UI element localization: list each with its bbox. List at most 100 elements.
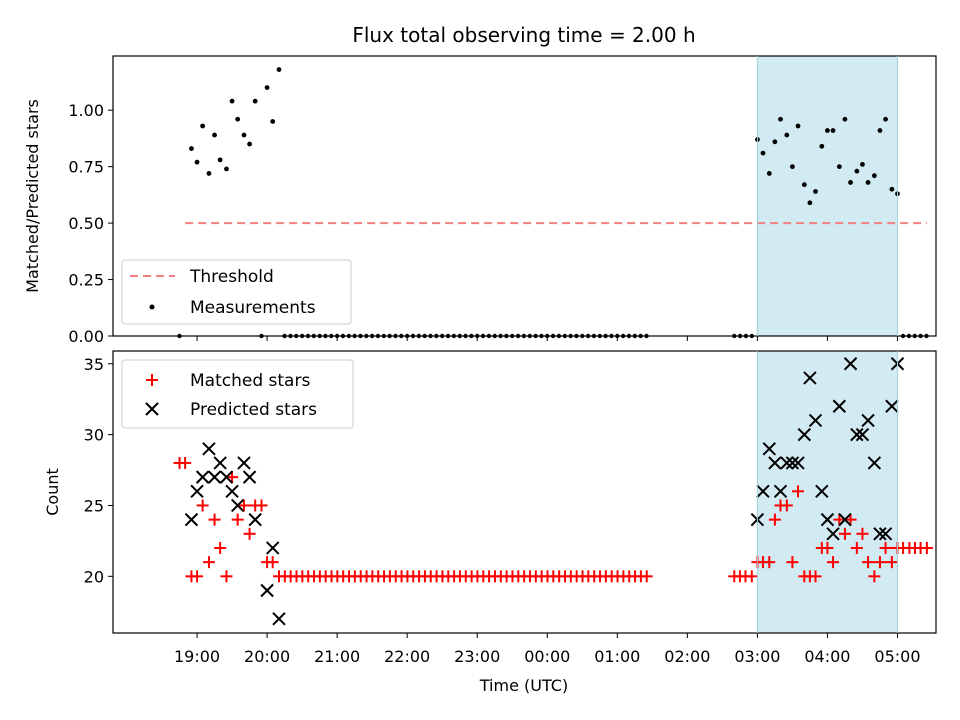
matched-point — [786, 556, 799, 569]
matched-point — [862, 556, 875, 569]
matched-point — [179, 456, 192, 469]
predicted-point — [843, 357, 858, 371]
x-tick-label: 22:00 — [384, 647, 430, 666]
measurement-point — [801, 182, 807, 188]
x-tick-label: 21:00 — [314, 647, 360, 666]
top-panel: 0.00 0.25 0.50 0.75 1.00 Flux total observin… — [23, 23, 937, 346]
predicted-point — [272, 612, 286, 626]
measurement-point — [766, 171, 772, 176]
predicted-point — [265, 541, 280, 555]
top-legend-box — [121, 259, 352, 325]
measurement-point — [200, 123, 206, 129]
predicted-point — [202, 442, 216, 456]
bottom-axes-frame — [112, 350, 937, 634]
predicted-point — [861, 413, 875, 428]
predicted-point — [242, 470, 257, 484]
predicted-point — [808, 413, 823, 428]
measurement-point — [778, 116, 783, 122]
bottom-marks — [173, 357, 933, 626]
x-tick-label: 03:00 — [734, 647, 780, 666]
predicted-point — [803, 371, 817, 385]
predicted-point — [225, 484, 239, 498]
predicted-point — [248, 512, 262, 527]
bottom-y-tick-label: 25 — [84, 496, 104, 515]
measurement-point — [784, 132, 790, 138]
matched-point — [827, 556, 840, 569]
top-legend: Threshold Measurements — [121, 259, 352, 325]
x-tick-label: 20:00 — [244, 647, 290, 666]
matched-point — [220, 570, 233, 583]
measurement-point — [860, 161, 865, 167]
measurement-point — [229, 98, 235, 104]
measurement-point — [854, 168, 860, 174]
matched-point — [809, 570, 822, 583]
matched-point — [821, 541, 834, 554]
measurement-point — [871, 173, 877, 179]
top-y-axis-label: Matched/Predicted stars — [23, 99, 42, 293]
measurement-point — [194, 159, 200, 165]
predicted-point — [756, 484, 770, 498]
predicted-point — [785, 456, 800, 470]
measurement-point — [795, 123, 801, 129]
matched-point — [885, 556, 898, 569]
matched-point — [838, 527, 851, 540]
top-x-ticks — [196, 336, 898, 341]
matched-point — [191, 570, 204, 583]
predicted-point — [832, 399, 847, 413]
predicted-point — [815, 484, 829, 498]
predicted-point — [850, 427, 864, 442]
matched-point — [214, 541, 227, 554]
x-tick-label: 19:00 — [174, 647, 220, 666]
matched-point — [833, 513, 846, 526]
measurement-point — [252, 98, 258, 104]
legend-predicted-swatch — [145, 402, 159, 416]
x-tick-label: 05:00 — [874, 647, 920, 666]
top-y-tick-label: 0.50 — [68, 214, 104, 233]
matched-point — [266, 556, 279, 569]
bottom-y-tick-label: 35 — [84, 355, 104, 374]
bottom-y-axis-label: Count — [43, 468, 62, 516]
measurement-point — [235, 116, 241, 122]
legend-matched-label: Matched stars — [190, 371, 310, 391]
predicted-point — [213, 456, 227, 470]
predicted-point — [237, 456, 251, 470]
legend-matched-swatch — [146, 374, 158, 386]
measurement-point — [241, 132, 247, 138]
matched-point — [640, 570, 653, 583]
chart-title: Flux total observing time = 2.00 h — [352, 23, 695, 47]
predicted-point — [260, 583, 274, 598]
predicted-point — [797, 427, 812, 442]
predicted-point — [768, 456, 782, 470]
x-tick-label: 01:00 — [594, 647, 640, 666]
predicted-point — [855, 427, 870, 442]
measurement-point — [830, 128, 836, 133]
measurement-point — [270, 119, 276, 124]
matched-point — [745, 570, 758, 583]
matched-point — [856, 527, 869, 540]
predicted-point — [791, 456, 805, 470]
predicted-point — [773, 484, 788, 498]
matched-point — [868, 570, 881, 583]
top-axes-frame — [112, 55, 937, 337]
measurement-point — [883, 116, 888, 122]
top-observation-window-shade — [757, 56, 898, 336]
x-tick-label: 02:00 — [664, 647, 710, 666]
predicted-point — [195, 470, 210, 484]
matched-point — [763, 556, 776, 569]
matched-point — [850, 541, 863, 554]
measurement-point — [264, 85, 270, 91]
measurement-point — [790, 164, 795, 170]
bottom-panel: 20 25 30 35 19:00 20:00 21:00 22:00 23:00 00:00 0… — [43, 350, 937, 695]
matched-point — [208, 513, 221, 526]
predicted-point — [780, 456, 794, 470]
matched-point — [873, 556, 886, 569]
matched-point — [792, 485, 805, 498]
measurement-point — [877, 128, 883, 133]
measurement-point — [889, 186, 895, 192]
measurement-point — [836, 164, 842, 170]
bottom-y-ticks: 20 25 30 35 — [84, 355, 113, 586]
bottom-legend-box — [121, 359, 354, 429]
top-y-ticks: 0.00 0.25 0.50 0.75 1.00 — [68, 101, 113, 346]
predicted-point — [867, 456, 882, 470]
